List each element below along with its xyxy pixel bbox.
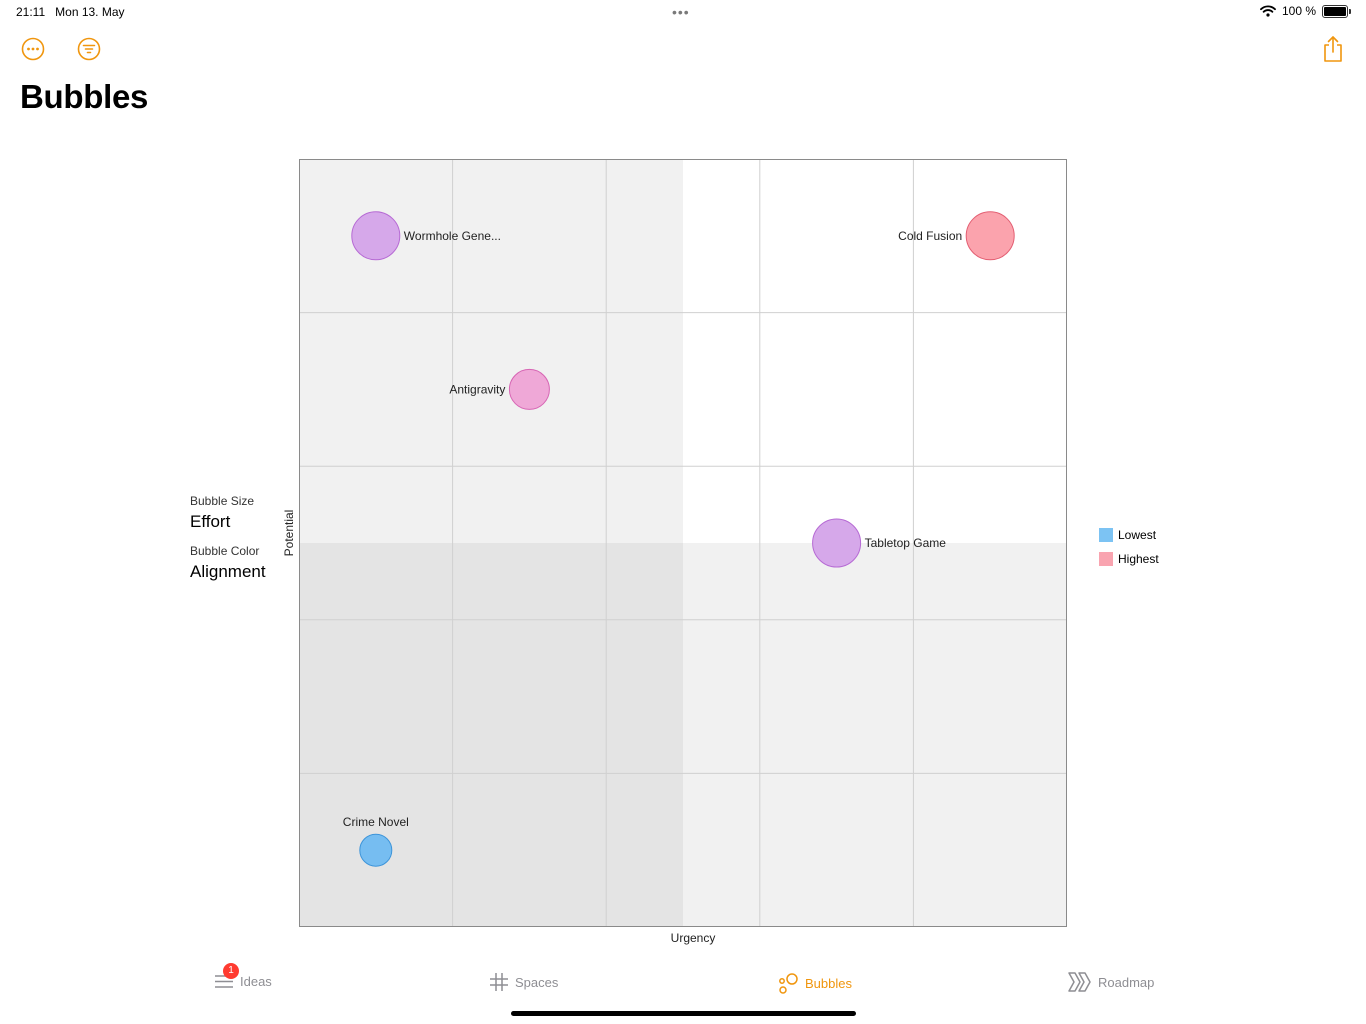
filter-button[interactable] — [77, 37, 101, 66]
bubble-color-caption: Bubble Color — [190, 544, 260, 558]
multitasking-dots-icon[interactable]: ••• — [672, 4, 690, 20]
wifi-icon — [1260, 5, 1276, 17]
bubble-wormhole-gene[interactable]: Wormhole Gene... — [351, 211, 501, 261]
bubble-label: Cold Fusion — [898, 229, 962, 243]
legend-item-lowest: Lowest — [1099, 523, 1159, 547]
bubble-label: Antigravity — [449, 382, 505, 396]
bubble-circle[interactable] — [812, 518, 862, 568]
plot-frame — [299, 159, 1067, 927]
bubble-cold-fusion[interactable]: Cold Fusion — [898, 211, 1015, 261]
tab-ideas-label: Ideas — [240, 973, 272, 989]
quadrant-top-left — [299, 159, 683, 543]
bubble-chart: Wormhole Gene... Cold Fusion Antigravity Ta… — [299, 159, 1067, 927]
legend-label-lowest: Lowest — [1118, 528, 1157, 542]
bubble-circle[interactable] — [965, 211, 1015, 261]
bubble-crime-novel[interactable]: Crime Novel — [343, 815, 409, 867]
legend-swatch-highest — [1099, 552, 1113, 566]
quadrant-top-right — [683, 159, 1067, 543]
tab-spaces-label: Spaces — [515, 974, 559, 990]
roadmap-icon — [1068, 972, 1091, 992]
more-button[interactable] — [21, 37, 45, 66]
bubble-label: Wormhole Gene... — [404, 229, 501, 243]
share-button[interactable] — [1322, 35, 1344, 68]
status-time: 21:11 Mon 13. May — [16, 5, 125, 19]
share-icon — [1324, 36, 1342, 62]
home-indicator — [511, 1011, 856, 1016]
tab-bubbles-label: Bubbles — [805, 975, 852, 991]
tab-roadmap-label: Roadmap — [1098, 974, 1155, 990]
legend-label-highest: Highest — [1118, 552, 1159, 566]
bubble-circle[interactable] — [359, 833, 393, 867]
bubble-circle[interactable] — [508, 368, 550, 410]
bubble-size-caption: Bubble Size — [190, 494, 255, 508]
color-legend: Lowest Highest — [1099, 523, 1159, 571]
filter-icon — [77, 37, 101, 61]
legend-swatch-lowest — [1099, 528, 1113, 542]
y-axis-label: Potential — [282, 509, 296, 557]
ideas-badge: 1 — [223, 963, 239, 979]
bubble-color-selector[interactable]: Alignment — [190, 562, 266, 581]
bubble-circle[interactable] — [351, 211, 401, 261]
tab-roadmap[interactable]: Roadmap — [1068, 972, 1154, 992]
bubble-label: Crime Novel — [343, 815, 409, 829]
ellipsis-circle-icon — [21, 37, 45, 61]
battery-icon — [1322, 4, 1351, 18]
quadrant-bottom-left — [299, 543, 683, 927]
status-bar: 21:11 Mon 13. May ••• 100 % — [0, 0, 1366, 24]
grid-icon — [490, 973, 508, 991]
bubble-antigravity[interactable]: Antigravity — [449, 368, 550, 410]
tab-spaces[interactable]: Spaces — [489, 972, 558, 992]
x-axis-label: Urgency — [670, 931, 716, 945]
bubble-size-selector[interactable]: Effort — [190, 512, 231, 531]
bubbles-layer: Wormhole Gene... Cold Fusion Antigravity Ta… — [343, 211, 1015, 867]
bubbles-icon — [779, 973, 798, 994]
tab-bubbles[interactable]: Bubbles — [777, 972, 852, 994]
tab-ideas[interactable]: 1 Ideas — [214, 963, 272, 990]
bubble-label: Tabletop Game — [865, 536, 947, 550]
gridlines — [299, 159, 1067, 927]
quadrant-bottom-right — [683, 543, 1067, 927]
legend-item-highest: Highest — [1099, 547, 1159, 571]
bubble-settings: Bubble Size Effort Bubble Color Alignmen… — [190, 494, 266, 594]
page-title: Bubbles — [20, 78, 149, 115]
battery-percent: 100 % — [1281, 4, 1316, 18]
tab-bar: 1 Ideas Spaces Bubbles Roadmap — [0, 960, 1366, 1010]
bubble-tabletop-game[interactable]: Tabletop Game — [812, 518, 947, 568]
